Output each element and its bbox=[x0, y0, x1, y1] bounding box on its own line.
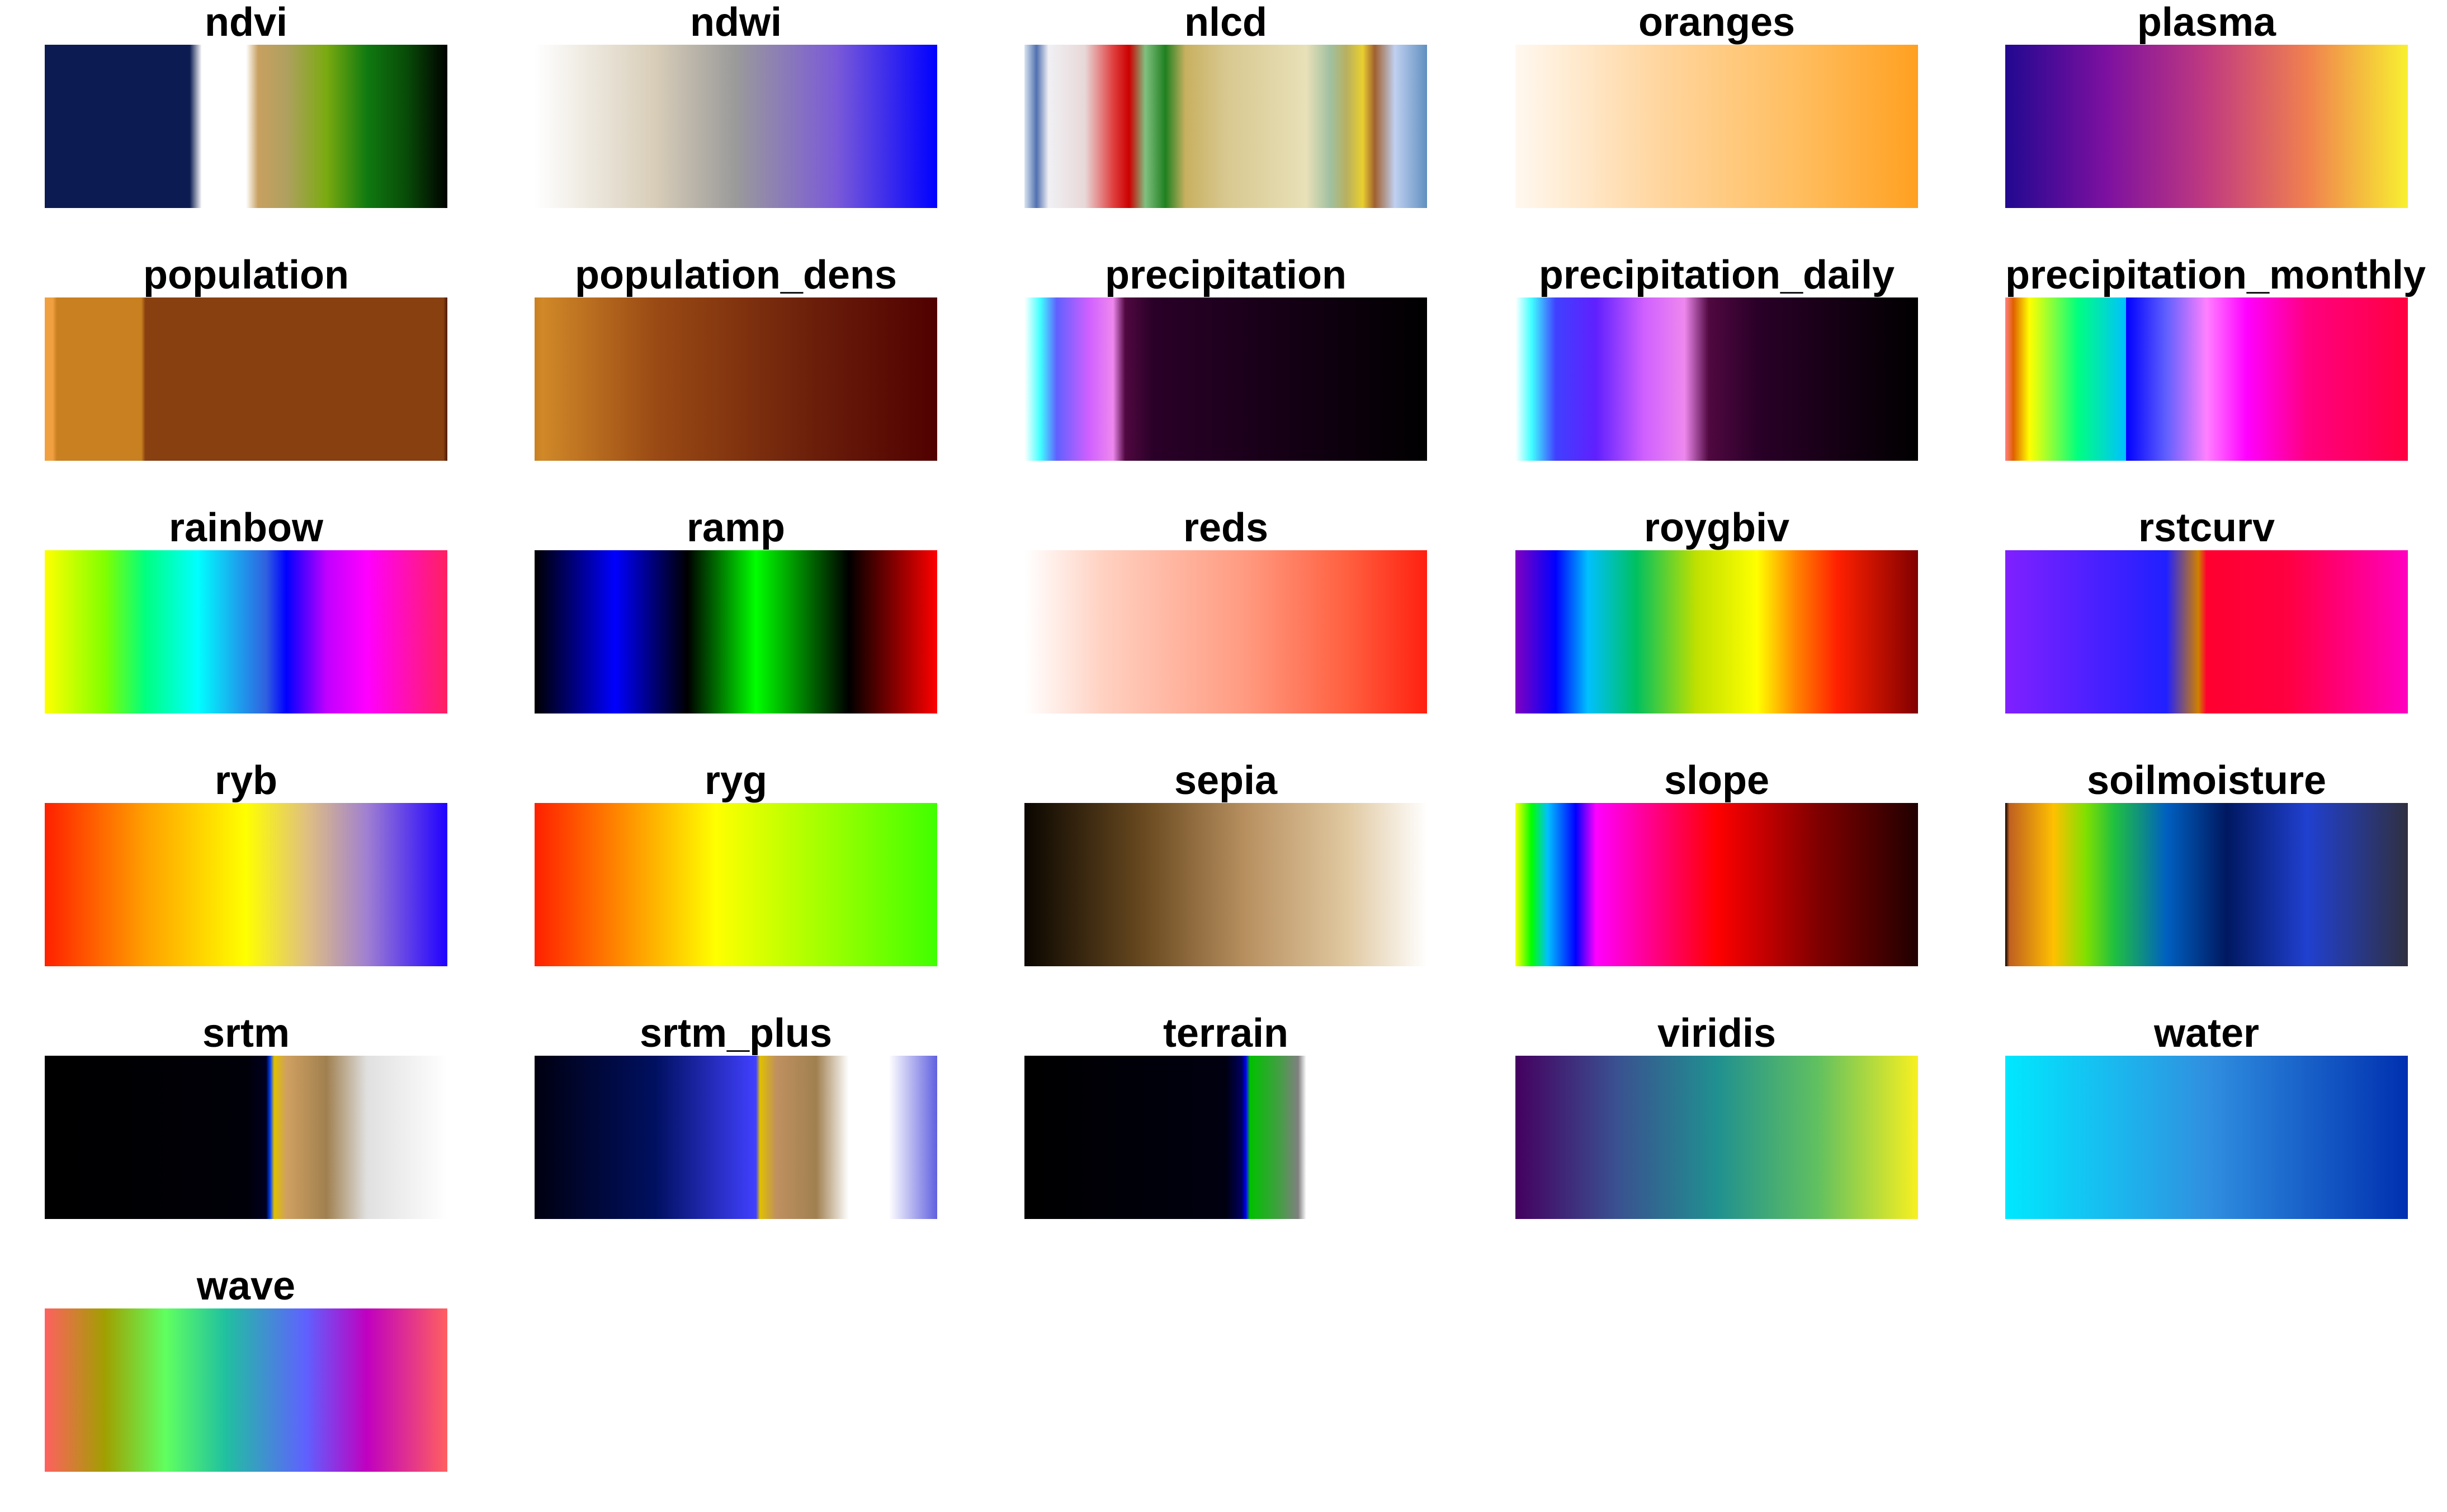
palette-gradient bbox=[2005, 550, 2408, 714]
palette-gradient bbox=[1515, 803, 1918, 966]
palette-gradient bbox=[2005, 45, 2408, 208]
palette-gradient bbox=[2005, 803, 2408, 966]
palette-gradient bbox=[45, 550, 447, 714]
palette-title: slope bbox=[1664, 758, 1770, 803]
palette-title: srtm_plus bbox=[639, 1011, 833, 1056]
palette-gradient bbox=[45, 297, 447, 461]
palette-gradient bbox=[2005, 297, 2408, 461]
palette-gradient bbox=[1515, 550, 1918, 714]
palette-title: precipitation_daily bbox=[1538, 253, 1895, 297]
palette-reds: reds bbox=[1024, 505, 1427, 740]
palette-ndwi: ndwi bbox=[535, 0, 937, 235]
palette-title: soilmoisture bbox=[2086, 758, 2327, 803]
palette-gradient bbox=[535, 45, 937, 208]
palette-title: water bbox=[2153, 1011, 2260, 1056]
palette-title: rainbow bbox=[168, 505, 323, 550]
palette-precipitation_daily: precipitation_daily bbox=[1515, 253, 1918, 488]
palette-rstcurv: rstcurv bbox=[2005, 505, 2408, 740]
palette-title: viridis bbox=[1657, 1011, 1777, 1056]
palette-rainbow: rainbow bbox=[45, 505, 447, 740]
palette-title: wave bbox=[196, 1264, 296, 1308]
palette-gradient bbox=[1024, 45, 1427, 208]
palette-slope: slope bbox=[1515, 758, 1918, 993]
palette-gradient bbox=[535, 550, 937, 714]
palette-title: ndvi bbox=[204, 0, 287, 45]
palette-gradient bbox=[535, 1056, 937, 1219]
palette-title: roygbiv bbox=[1643, 505, 1790, 550]
palette-gradient bbox=[1024, 1056, 1427, 1219]
palette-gradient bbox=[1515, 45, 1918, 208]
palette-gradient bbox=[535, 297, 937, 461]
palette-gradient bbox=[2005, 1056, 2408, 1219]
palette-gradient bbox=[45, 1056, 447, 1219]
palette-gradient bbox=[45, 45, 447, 208]
palette-title: population_dens bbox=[575, 253, 897, 297]
palette-title: oranges bbox=[1638, 0, 1796, 45]
palette-precipitation: precipitation bbox=[1024, 253, 1427, 488]
palette-roygbiv: roygbiv bbox=[1515, 505, 1918, 740]
palette-title: rstcurv bbox=[2138, 505, 2275, 550]
palette-soilmoisture: soilmoisture bbox=[2005, 758, 2408, 993]
palette-title: population bbox=[143, 253, 349, 297]
palette-title: srtm bbox=[202, 1011, 290, 1056]
palette-title: plasma bbox=[2137, 0, 2276, 45]
palette-title: sepia bbox=[1174, 758, 1278, 803]
palette-terrain: terrain bbox=[1024, 1011, 1427, 1246]
palette-ryb: ryb bbox=[45, 758, 447, 993]
palette-water: water bbox=[2005, 1011, 2408, 1246]
palette-gradient bbox=[45, 1308, 447, 1472]
palette-title: ramp bbox=[686, 505, 786, 550]
palette-gradient bbox=[1024, 550, 1427, 714]
palette-title: precipitation bbox=[1104, 253, 1347, 297]
palette-title: nlcd bbox=[1184, 0, 1267, 45]
palette-title: ndwi bbox=[690, 0, 782, 45]
palette-oranges: oranges bbox=[1515, 0, 1918, 235]
palette-plasma: plasma bbox=[2005, 0, 2408, 235]
palette-gradient bbox=[1515, 1056, 1918, 1219]
palette-ndvi: ndvi bbox=[45, 0, 447, 235]
palette-ramp: ramp bbox=[535, 505, 937, 740]
palette-sepia: sepia bbox=[1024, 758, 1427, 993]
palette-srtm_plus: srtm_plus bbox=[535, 1011, 937, 1246]
palette-nlcd: nlcd bbox=[1024, 0, 1427, 235]
palette-precipitation_monthly: precipitation_monthly bbox=[2005, 253, 2426, 488]
palette-title: precipitation_monthly bbox=[2005, 253, 2426, 297]
palette-gradient bbox=[1024, 297, 1427, 461]
palette-title: ryg bbox=[704, 758, 768, 803]
palette-srtm: srtm bbox=[45, 1011, 447, 1246]
palette-viridis: viridis bbox=[1515, 1011, 1918, 1246]
palette-population: population bbox=[45, 253, 447, 488]
palette-gradient bbox=[1515, 297, 1918, 461]
palette-title: ryb bbox=[214, 758, 278, 803]
palette-gradient bbox=[45, 803, 447, 966]
palette-title: reds bbox=[1183, 505, 1269, 550]
palette-gradient bbox=[535, 803, 937, 966]
palette-title: terrain bbox=[1163, 1011, 1289, 1056]
palette-wave: wave bbox=[45, 1264, 447, 1499]
palette-gradient bbox=[1024, 803, 1427, 966]
palette-population_dens: population_dens bbox=[535, 253, 937, 488]
palette-ryg: ryg bbox=[535, 758, 937, 993]
